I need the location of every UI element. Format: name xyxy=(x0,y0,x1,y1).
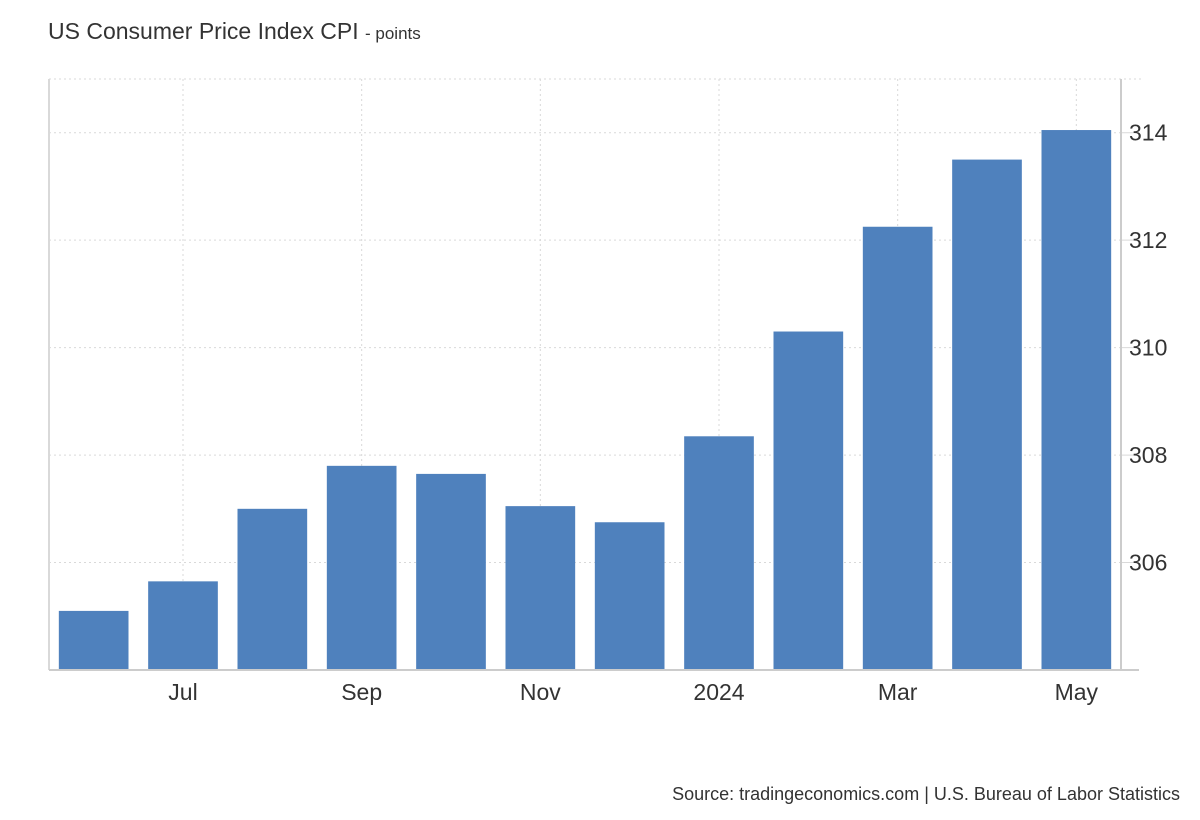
x-tick-label: Nov xyxy=(520,679,561,705)
y-tick-label: 312 xyxy=(1129,227,1167,253)
bar xyxy=(952,159,1022,670)
y-tick-label: 310 xyxy=(1129,335,1167,361)
chart-title: US Consumer Price Index CPI - points xyxy=(48,18,421,45)
x-tick-label: May xyxy=(1055,679,1099,705)
bar xyxy=(326,465,397,670)
chart-subtitle: - points xyxy=(365,24,421,43)
bar xyxy=(148,581,218,670)
bar xyxy=(684,436,754,670)
x-tick-label: Sep xyxy=(341,679,382,705)
x-tick-label: Mar xyxy=(878,679,918,705)
y-tick-label: 306 xyxy=(1129,550,1167,576)
source-credit: Source: tradingeconomics.com | U.S. Bure… xyxy=(672,784,1180,804)
bar xyxy=(594,522,665,670)
bar xyxy=(505,506,576,670)
x-tick-label: Jul xyxy=(168,679,197,705)
bar xyxy=(416,473,486,670)
bar xyxy=(237,508,308,670)
chart-title-text: US Consumer Price Index CPI xyxy=(48,18,359,44)
bar xyxy=(58,610,129,670)
y-tick-label: 314 xyxy=(1129,120,1168,146)
bar xyxy=(1041,130,1112,671)
x-tick-label: 2024 xyxy=(693,679,744,705)
bar xyxy=(773,331,844,670)
y-tick-label: 308 xyxy=(1129,442,1167,468)
bar xyxy=(862,226,933,670)
